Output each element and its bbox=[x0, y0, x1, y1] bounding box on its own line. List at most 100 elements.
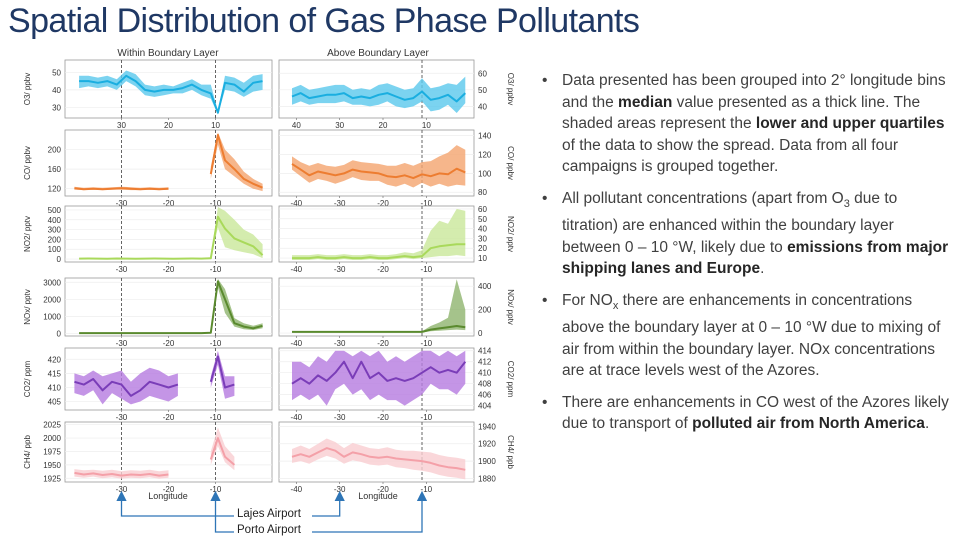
x-tick-label: 40 bbox=[292, 121, 301, 130]
bullet-text-run: emissions from major shipping lanes and … bbox=[562, 238, 949, 278]
y-tick-label: 1000 bbox=[43, 312, 61, 321]
bullet-text-run: Data presented has been grouped into 2° … bbox=[562, 72, 946, 111]
x-tick-label: -10 bbox=[421, 485, 433, 494]
bullet-text-run: . bbox=[760, 260, 765, 278]
x-tick-label: -10 bbox=[421, 199, 433, 208]
y-axis-label-right-NO2: NO2/ pptv bbox=[506, 216, 515, 252]
y-tick-label: 300 bbox=[48, 226, 62, 235]
x-tick-label: -30 bbox=[116, 339, 128, 348]
y-tick-label: 1920 bbox=[478, 440, 496, 449]
porto-airport-label: Porto Airport bbox=[236, 524, 302, 536]
y-axis-label-right-CO2: CO2/ ppm bbox=[506, 361, 515, 398]
x-tick-label: -30 bbox=[334, 485, 346, 494]
y-tick-label: 0 bbox=[57, 255, 62, 264]
y-tick-label: 100 bbox=[478, 169, 492, 178]
x-tick-label: -20 bbox=[377, 339, 389, 348]
x-tick-label: -20 bbox=[163, 199, 175, 208]
median-line-CO2-left-0 bbox=[74, 378, 179, 397]
y-tick-label: 1975 bbox=[43, 447, 61, 456]
median-line-NO2-left-0 bbox=[79, 215, 264, 260]
bullet-point-4: • There are enhancements in CO west of th… bbox=[542, 392, 952, 435]
y-tick-label: 140 bbox=[478, 132, 492, 141]
y-tick-label: 160 bbox=[48, 165, 62, 174]
bullet-text-run: x bbox=[612, 299, 619, 312]
y-axis-label-CH4: CH4/ ppb bbox=[23, 435, 32, 469]
y-tick-label: 60 bbox=[478, 69, 487, 78]
x-tick-label: -30 bbox=[116, 485, 128, 494]
x-tick-label: 10 bbox=[422, 121, 431, 130]
y-tick-label: 1880 bbox=[478, 475, 496, 484]
median-line-NO2-right-0 bbox=[292, 243, 466, 260]
x-tick-label: 30 bbox=[335, 121, 344, 130]
column-title-left: Within Boundary Layer bbox=[117, 48, 219, 59]
median-line-CH4-right-0 bbox=[291, 447, 466, 471]
x-axis-label-right: Longitude bbox=[358, 491, 398, 501]
bullet-text-run: there are enhancements in concentrations… bbox=[562, 291, 941, 380]
lajes-airport-label: Lajes Airport bbox=[236, 508, 302, 520]
column-title-right: Above Boundary Layer bbox=[327, 48, 429, 59]
bullet-marker: • bbox=[542, 291, 548, 309]
x-tick-label: -30 bbox=[334, 339, 346, 348]
x-tick-label: -20 bbox=[377, 485, 389, 494]
x-tick-label: -40 bbox=[291, 265, 303, 274]
bullet-marker: • bbox=[542, 393, 548, 411]
y-tick-label: 3000 bbox=[43, 278, 61, 287]
y-tick-label: 30 bbox=[478, 234, 487, 243]
y-tick-label: 1940 bbox=[478, 422, 496, 431]
x-tick-label: -10 bbox=[421, 339, 433, 348]
median-line-CO-left-0 bbox=[74, 187, 169, 191]
y-tick-label: 1950 bbox=[43, 461, 61, 470]
x-tick-label: -40 bbox=[291, 199, 303, 208]
x-tick-label: -30 bbox=[334, 265, 346, 274]
y-tick-label: 80 bbox=[478, 188, 487, 197]
y-tick-label: 400 bbox=[478, 282, 492, 291]
y-axis-label-O3: O3/ ppbv bbox=[23, 73, 32, 105]
y-tick-label: 50 bbox=[52, 68, 61, 77]
bullet-text-run: There are enhancements in CO west of the… bbox=[562, 393, 949, 433]
y-tick-label: 408 bbox=[478, 380, 492, 389]
bullet-text-run: 3 bbox=[843, 197, 850, 210]
y-axis-label-NO2: NO2/ pptv bbox=[23, 216, 32, 252]
y-tick-label: 0 bbox=[57, 329, 62, 338]
bullet-marker: • bbox=[542, 72, 548, 89]
y-axis-label-NOx: NOx/ pptv bbox=[23, 289, 32, 325]
bullet-text-run: lower and upper quartiles bbox=[755, 115, 945, 132]
y-tick-label: 2000 bbox=[43, 295, 61, 304]
quartile-band-CH4-right-0 bbox=[292, 438, 466, 480]
bullet-text-run: value presented as a thick line. The sha… bbox=[562, 93, 921, 133]
y-tick-label: 50 bbox=[478, 86, 487, 95]
bullet-point-2: • All pollutant concentrations (apart fro… bbox=[542, 188, 952, 280]
x-tick-label: -20 bbox=[163, 339, 175, 348]
x-tick-label: -10 bbox=[210, 339, 222, 348]
quartile-band-NO2-right-0 bbox=[292, 208, 466, 260]
bullet-text-run: of the data to show the spread. Data fro… bbox=[562, 136, 899, 176]
x-tick-label: -20 bbox=[163, 265, 175, 274]
quartile-band-CO-left-1 bbox=[210, 132, 263, 192]
y-tick-label: 405 bbox=[48, 398, 62, 407]
bullet-point-3: • For NOx there are enhancements in conce… bbox=[542, 290, 952, 382]
x-tick-label: -40 bbox=[291, 339, 303, 348]
y-tick-label: 120 bbox=[478, 151, 492, 160]
x-tick-label: -30 bbox=[334, 413, 346, 422]
y-tick-label: 406 bbox=[478, 391, 492, 400]
bullet-text-run: polluted air from North America bbox=[692, 415, 925, 433]
y-tick-label: 414 bbox=[478, 347, 492, 356]
y-tick-label: 20 bbox=[478, 244, 487, 253]
slide-title: Spatial Distribution of Gas Phase Pollut… bbox=[8, 2, 640, 40]
bullet-text-run: All pollutant concentrations (apart from… bbox=[562, 189, 844, 207]
bullet-point-1: • Data presented has been grouped into 2°… bbox=[542, 70, 952, 178]
median-line-O3-right-0 bbox=[291, 90, 466, 103]
y-tick-label: 200 bbox=[48, 146, 62, 155]
median-line-CO-right-0 bbox=[291, 163, 466, 180]
x-tick-label: -30 bbox=[116, 413, 128, 422]
bullet-text-run: median bbox=[618, 93, 673, 111]
x-tick-label: -20 bbox=[163, 413, 175, 422]
bullet-list: • Data presented has been grouped into 2°… bbox=[542, 70, 952, 445]
y-tick-label: 100 bbox=[48, 245, 62, 254]
panel-frame-CO-left bbox=[64, 129, 273, 197]
median-line-CO2-left-1 bbox=[209, 355, 235, 389]
arrow-porto-right bbox=[312, 490, 428, 533]
y-tick-label: 200 bbox=[48, 235, 62, 244]
x-tick-label: -20 bbox=[377, 265, 389, 274]
y-tick-label: 410 bbox=[48, 383, 62, 392]
